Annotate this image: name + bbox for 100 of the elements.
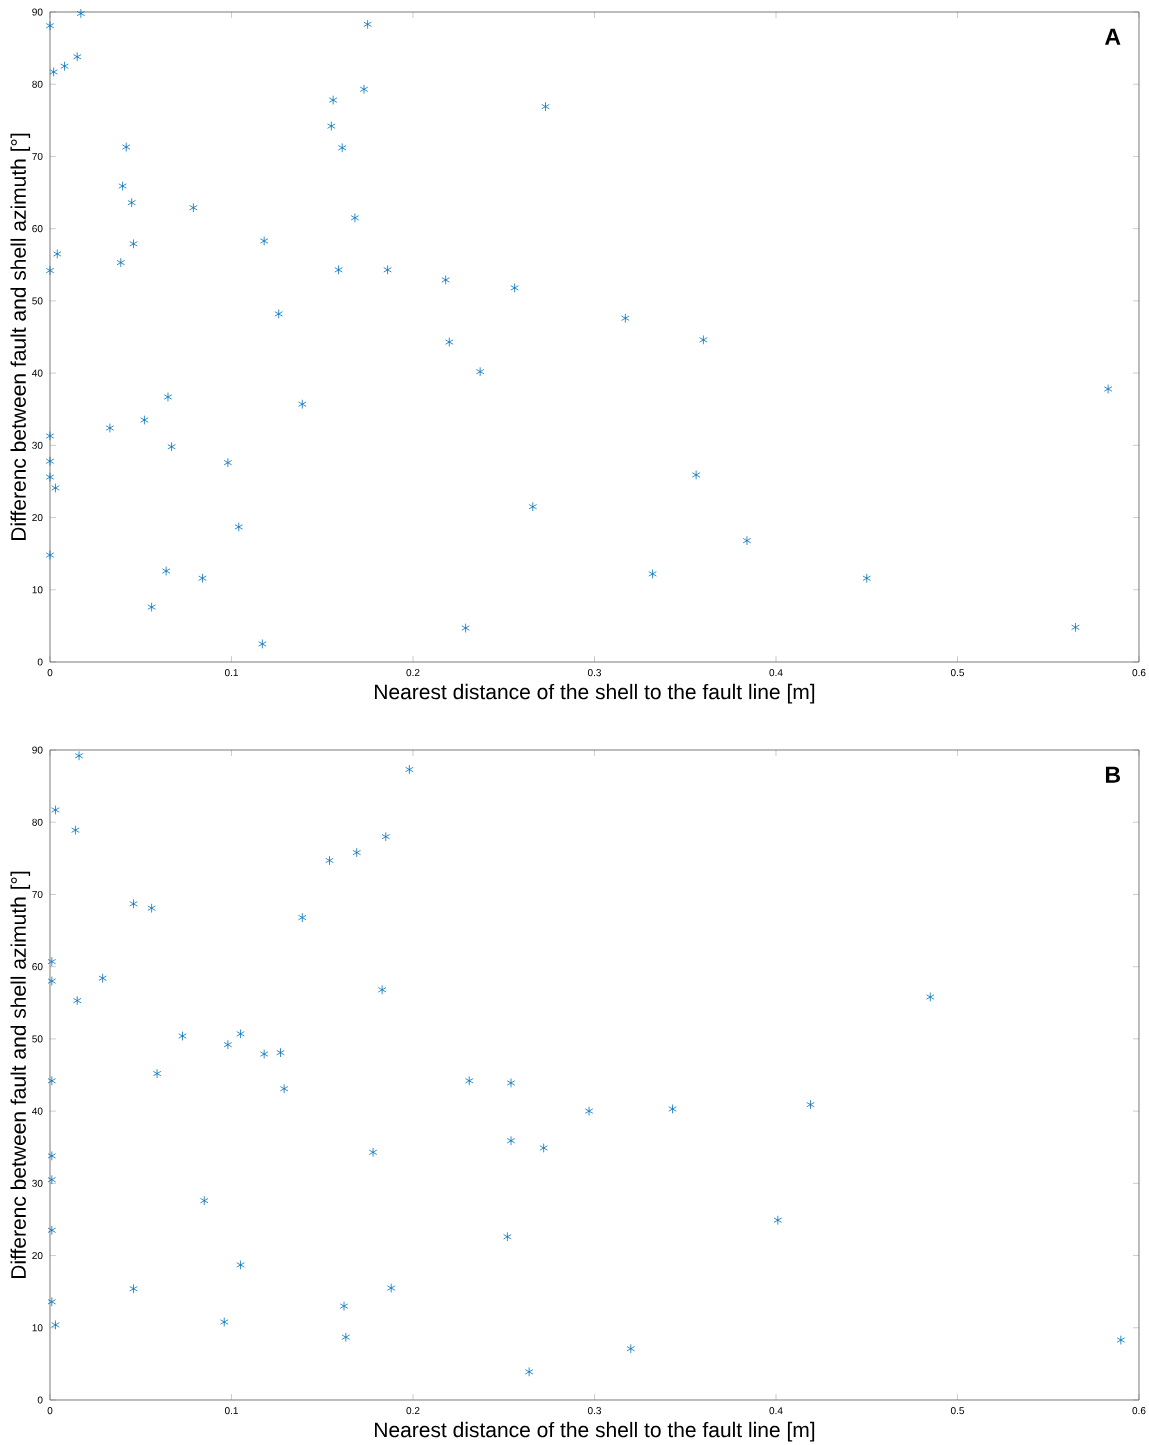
point [73,995,82,1006]
point [147,903,156,913]
x-tick-label: 0 [47,669,53,677]
point [441,275,450,285]
point [405,764,414,775]
point [45,550,55,560]
point [465,1075,474,1086]
point [163,392,173,402]
y-tick-label: 70 [32,890,43,898]
y-tick-label: 50 [32,297,43,305]
point [383,265,392,275]
x-tick-label: 0.4 [769,669,783,677]
point [76,8,86,19]
x-tick-label: 0 [47,1407,53,1415]
point [699,335,708,345]
point [691,470,701,480]
y-axis-title: Differenc between fault and shell azimuth [°] [10,871,31,1279]
point [621,313,630,324]
point [47,1225,57,1236]
point [1116,1335,1126,1345]
point [475,366,485,377]
x-tick-label: 0.1 [224,669,238,677]
annotation: A [1104,28,1121,45]
x-tick-label: 0.4 [769,1407,783,1415]
point [223,457,233,468]
y-tick-label: 20 [32,1252,43,1260]
point [279,1083,289,1094]
y-tick-label: 30 [32,1179,43,1187]
point [47,956,57,967]
x-axis-title: Nearest distance of the shell to the fault line [m] [375,1421,815,1442]
x-tick-label: 0.5 [950,669,965,677]
point [98,973,107,984]
point [200,1195,209,1206]
point [387,1283,396,1293]
y-tick-label: 60 [32,225,43,233]
point [45,20,55,31]
point [648,569,657,579]
y-tick-label: 90 [32,8,43,16]
point [352,847,361,858]
y-tick-label: 40 [32,369,43,377]
point [276,1047,285,1058]
point [327,121,336,131]
point [127,197,136,208]
point [368,1147,378,1158]
point [178,1031,187,1041]
point [274,309,283,319]
point [189,202,198,213]
point [47,1151,57,1161]
point [926,992,935,1002]
point [47,1075,57,1086]
point [1103,384,1113,394]
point [258,639,267,649]
point [381,831,390,842]
point [626,1343,636,1354]
point [198,573,207,584]
point [524,1367,534,1377]
point [152,1068,162,1079]
point [74,750,84,761]
x-tick-label: 0.3 [587,1407,601,1415]
point [539,1143,548,1153]
x-tick-label: 0.3 [587,669,601,677]
point [334,265,343,275]
point [445,337,454,347]
point [236,1029,245,1039]
point [220,1317,229,1327]
point [1071,622,1080,633]
point [363,19,372,30]
y-axis-title: Differenc between fault and shell azimuth [°] [10,133,31,541]
y-tick-label: 10 [32,1324,43,1332]
point [51,483,60,493]
annotation: B [1105,766,1120,783]
point [259,1049,269,1059]
x-tick-label: 0.6 [1132,669,1146,677]
point [298,399,307,409]
point [45,472,55,482]
point [223,1039,233,1050]
point [116,257,125,268]
point [338,142,347,153]
point [325,855,334,866]
point [105,423,115,433]
point [161,566,171,576]
point [53,249,62,259]
point [51,1320,60,1330]
x-tick-label: 0.1 [224,1407,238,1415]
point [773,1215,783,1225]
point [339,1301,349,1311]
point [298,912,307,923]
point [129,239,138,249]
point [806,1099,815,1110]
point [140,415,149,425]
y-tick-label: 40 [32,1107,43,1115]
point [47,976,57,986]
x-tick-label: 0.6 [1132,1407,1146,1415]
x-axis-title: Nearest distance of the shell to the fault line [m] [375,683,815,704]
point [742,535,752,546]
y-tick-label: 30 [32,441,43,449]
point [71,825,80,835]
point [47,1296,57,1307]
point [584,1106,594,1116]
point [461,623,470,633]
